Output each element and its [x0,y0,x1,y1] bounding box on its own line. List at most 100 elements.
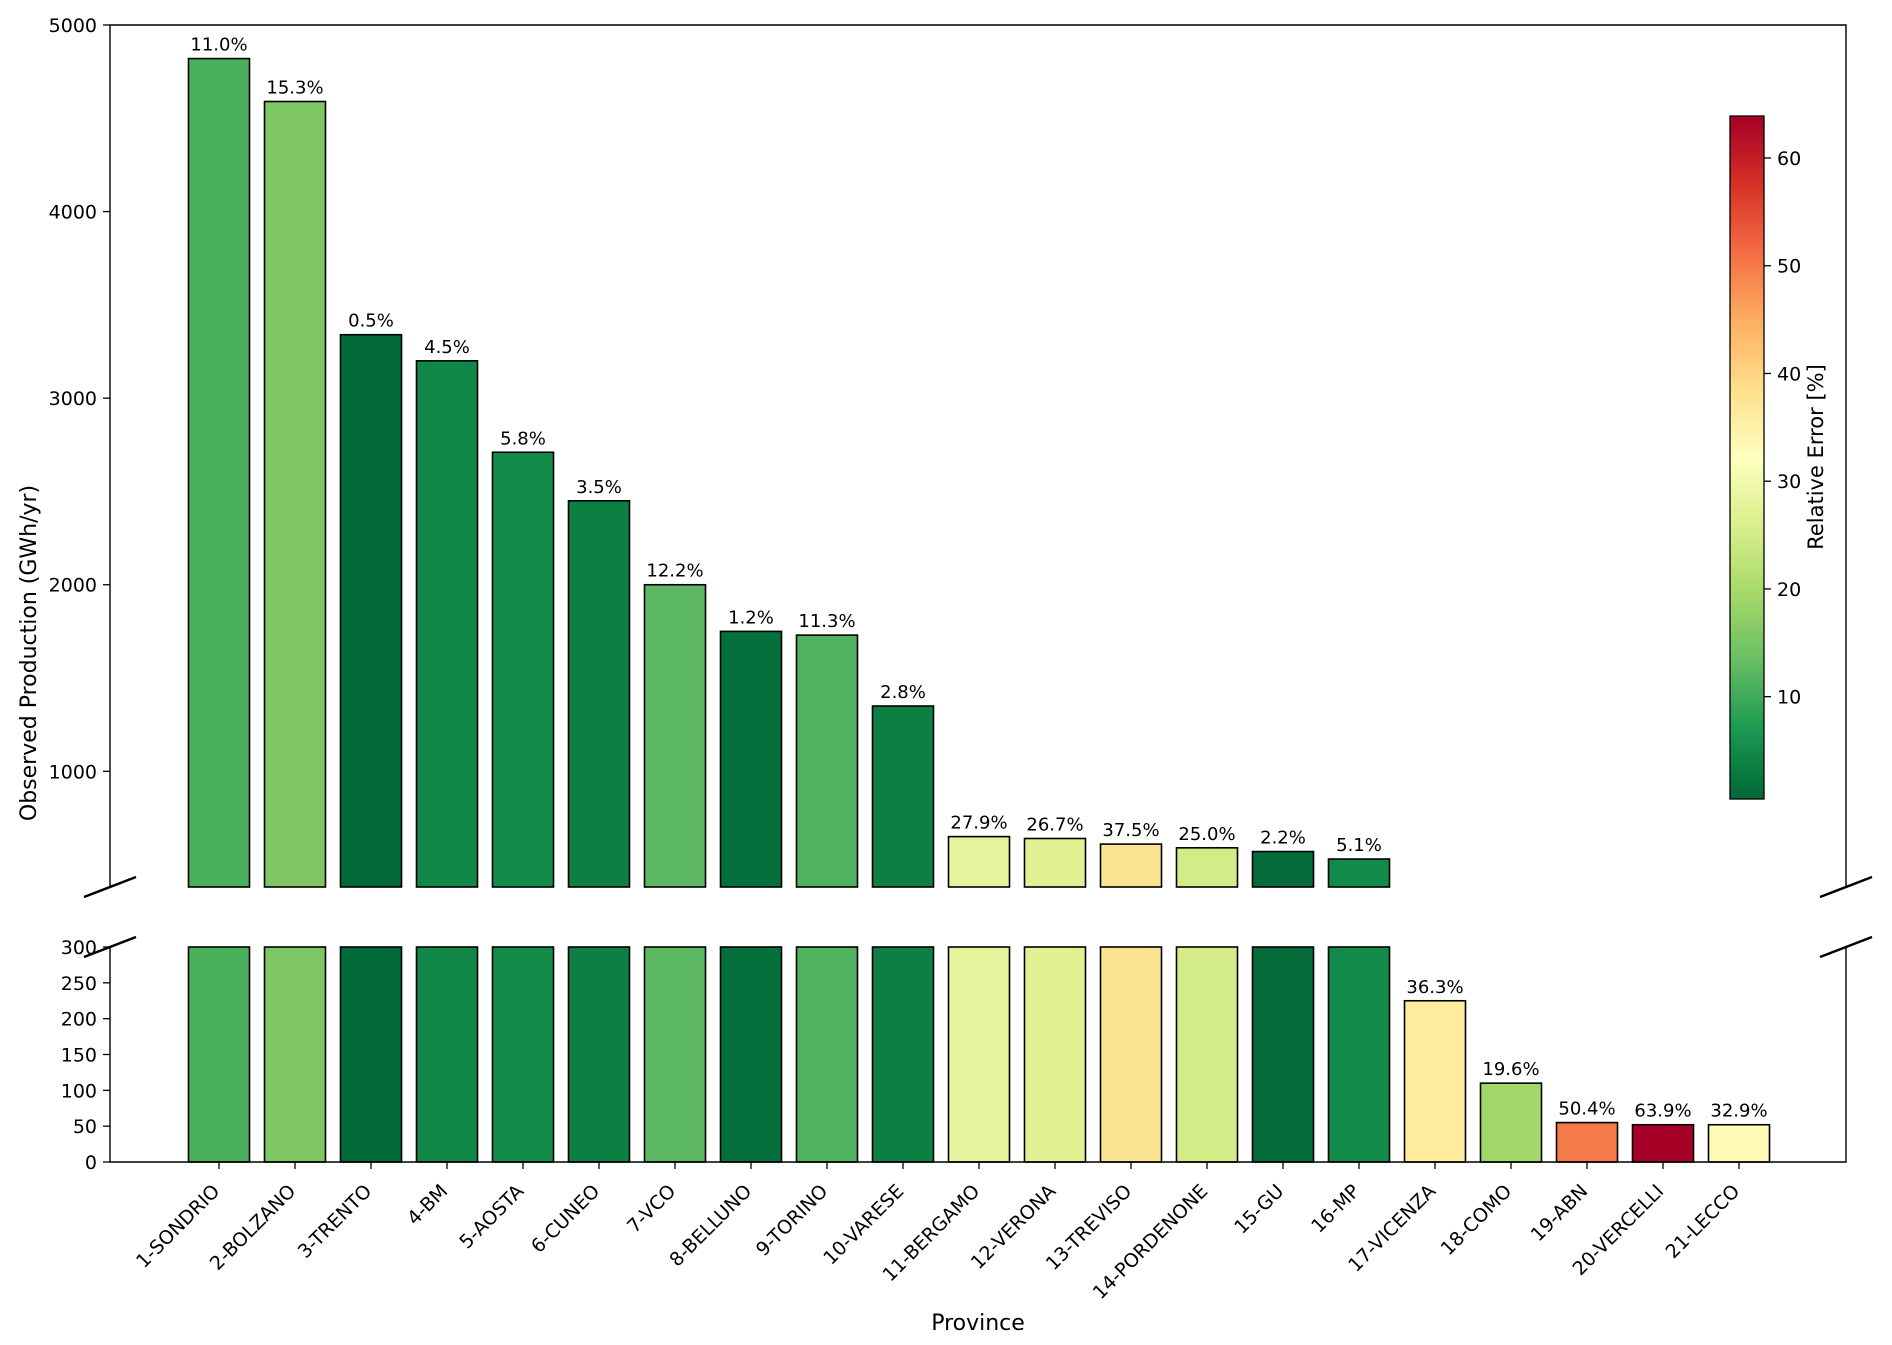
bar-lower-19-ABN [1555,1121,1619,1163]
bar-value-label: 50.4% [1558,1099,1615,1120]
bar-upper-4-BM [415,360,479,888]
bar-value-label: 5.8% [500,428,546,449]
bar-value-label: 32.9% [1710,1101,1767,1122]
bar-upper-15-GU [1251,850,1315,888]
bar-lower-12-VERONA [1023,946,1087,1163]
bar-upper-8-BELLUNO [719,630,783,888]
y-tick-label-lower: 300 [61,937,97,959]
y-tick-label-upper: 3000 [49,388,97,410]
x-tick-label: 5-AOSTA [455,1180,528,1253]
bar-value-label: 12.2% [646,561,703,582]
bar-value-label: 25.0% [1178,824,1235,845]
y-tick-label-upper: 2000 [49,575,97,597]
bar-lower-13-TREVISO [1099,946,1163,1163]
x-tick-label: 21-LECCO [1661,1180,1744,1263]
colorbar-tick-label: 60 [1777,148,1801,170]
bar-lower-18-COMO [1479,1082,1543,1163]
bar-value-label: 5.1% [1336,835,1382,856]
bar-value-label: 19.6% [1482,1059,1539,1080]
x-tick-label: 4-BM [403,1180,452,1229]
colorbar-tick-label: 50 [1777,256,1801,278]
colorbar-tick-label: 10 [1777,687,1801,709]
y-tick-label-upper: 4000 [49,202,97,224]
bar-upper-14-PORDENONE [1175,847,1239,888]
bar-value-label: 63.9% [1634,1101,1691,1122]
upper-panel: 11.0% 15.3% 0.5% 4.5% 5.8% 3.5% 12.2% 1.2% 11.3%… [49,15,1873,959]
bar-lower-16-MP [1327,946,1391,1163]
bar-upper-13-TREVISO [1099,843,1163,888]
bar-lower-8-BELLUNO [719,946,783,1163]
x-tick-label: 15-GU [1230,1180,1288,1238]
bar-lower-17-VICENZA [1403,999,1467,1163]
bar-upper-11-BERGAMO [947,835,1011,888]
bar-lower-21-LECCO [1707,1123,1771,1163]
bar-lower-15-GU [1251,946,1315,1163]
y-tick-label-upper: 5000 [49,15,97,37]
colorbar-tick-label: 30 [1777,471,1801,493]
bar-value-label: 11.3% [798,611,855,632]
bar-lower-2-BOLZANO [263,946,327,1163]
bar-lower-7-VCO [643,946,707,1163]
bar-lower-11-BERGAMO [947,946,1011,1163]
colorbar-tick-label: 40 [1777,363,1801,385]
bar-value-label: 36.3% [1406,977,1463,998]
x-tick-label: 6-CUNEO [527,1180,604,1257]
y-tick-label-lower: 250 [61,973,97,995]
bar-lower-6-CUNEO [567,946,631,1163]
colorbar-title: Relative Error [%] [1804,364,1828,550]
bar-lower-1-SONDRIO [187,946,251,1163]
colorbar-tick-label: 20 [1777,579,1801,601]
bar-lower-5-AOSTA [491,946,555,1163]
bar-lower-9-TORINO [795,946,859,1163]
bar-lower-20-VERCELLI [1631,1123,1695,1163]
bar-value-label: 2.8% [880,682,926,703]
y-tick-label-lower: 50 [73,1116,97,1138]
x-tick-label: 3-TRENTO [294,1180,377,1263]
bar-value-label: 37.5% [1102,820,1159,841]
y-tick-label-upper: 1000 [49,761,97,783]
bar-value-label: 1.2% [728,607,774,628]
bar-upper-1-SONDRIO [187,57,251,888]
bar-upper-9-TORINO [795,634,859,888]
bar-value-label: 15.3% [266,77,323,98]
bar-value-label: 0.5% [348,311,394,332]
bar-upper-2-BOLZANO [263,100,327,888]
x-tick-label: 8-BELLUNO [665,1180,756,1271]
bar-lower-14-PORDENONE [1175,946,1239,1163]
colorbar: 10 20 30 40 50 60 [1729,115,1801,800]
bar-value-label: 11.0% [190,35,247,56]
y-tick-label-lower: 150 [61,1045,97,1067]
x-tick-label: 19-ABN [1527,1180,1593,1246]
x-tick-label: 16-MP [1307,1180,1364,1237]
bar-value-label: 26.7% [1026,814,1083,835]
axis-break-mark [1819,875,1873,899]
lower-panel: 36.3% 19.6% 50.4% 63.9% 32.9% 0 50 100 150 200 250… [61,937,1847,1174]
colorbar-gradient [1729,115,1765,800]
bar-upper-7-VCO [643,583,707,888]
y-tick-label-lower: 0 [85,1152,97,1174]
bar-value-label: 27.9% [950,813,1007,834]
bar-value-label: 2.2% [1260,828,1306,849]
bar-lower-3-TRENTO [339,946,403,1163]
bar-upper-5-AOSTA [491,451,555,888]
bar-upper-10-VARESE [871,705,935,888]
upper-axes-frame [109,24,1847,887]
bar-upper-6-CUNEO [567,499,631,888]
bar-value-label: 3.5% [576,477,622,498]
y-tick-label-lower: 200 [61,1009,97,1031]
bar-lower-4-BM [415,946,479,1163]
x-tick-label: 9-TORINO [752,1180,832,1260]
x-tick-label: 7-VCO [623,1180,680,1237]
bar-lower-10-VARESE [871,946,935,1163]
x-tick-label: 18-COMO [1437,1180,1517,1260]
x-axis-title: Province [931,1311,1025,1336]
y-tick-label-lower: 100 [61,1080,97,1102]
bar-value-label: 4.5% [424,337,470,358]
y-axis-title: Observed Production (GWh/yr) [17,485,42,821]
bar-upper-3-TRENTO [339,333,403,888]
bar-upper-12-VERONA [1023,837,1087,888]
bar-upper-16-MP [1327,858,1391,888]
axis-break-mark [83,875,137,899]
